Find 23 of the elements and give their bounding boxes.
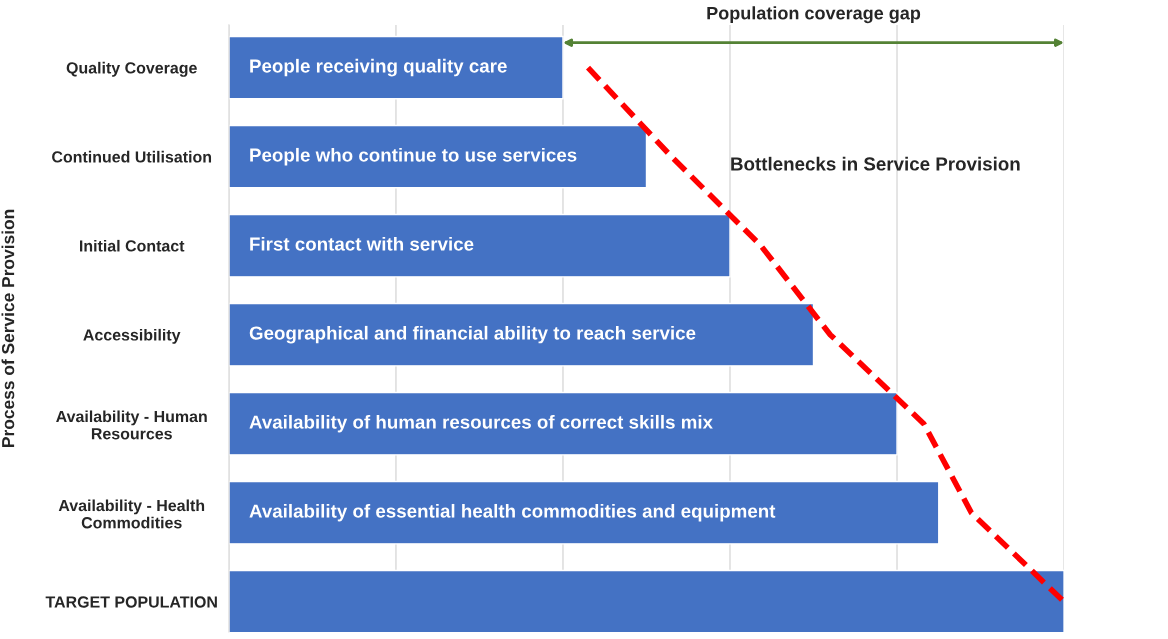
y-tick-label: Initial Contact bbox=[79, 239, 185, 252]
bar bbox=[228, 35, 564, 100]
bar bbox=[228, 391, 898, 456]
y-axis-title: Process of Service Provision bbox=[1, 209, 15, 447]
annotation: First contact with service bbox=[250, 236, 474, 251]
annotation: People who continue to use services bbox=[250, 147, 577, 166]
y-tick-label: Accessibility bbox=[83, 328, 181, 344]
y-tick-label: Availability - Health Commodities bbox=[58, 499, 205, 529]
bar bbox=[228, 213, 731, 278]
series-label: Bottlenecks in Service Provision bbox=[731, 156, 1020, 171]
bar bbox=[228, 124, 648, 189]
y-tick-label: Quality Coverage bbox=[66, 61, 197, 77]
bar bbox=[228, 569, 1065, 632]
y-tick-label: Availability - Human Resources bbox=[56, 410, 207, 440]
bar bbox=[228, 480, 940, 545]
annotation: Availability of essential health commodities and equipment bbox=[249, 503, 776, 522]
text: Population coverage gap bbox=[707, 6, 921, 24]
annotation: People receiving quality care bbox=[250, 58, 507, 77]
annotation: Availability of human resources of correct skills mix bbox=[249, 414, 713, 433]
y-tick-label: TARGET POPULATION bbox=[45, 596, 217, 608]
annotation: Geographical and financial ability to reach service bbox=[249, 325, 696, 344]
bar bbox=[228, 302, 815, 367]
y-tick-label: Continued Utilisation bbox=[52, 150, 212, 163]
